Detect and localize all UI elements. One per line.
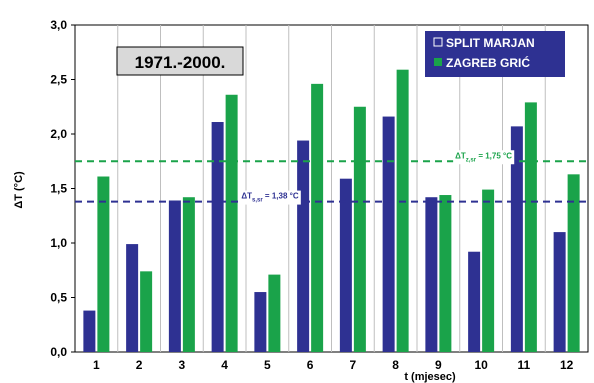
bar-split-month-10 — [468, 251, 481, 352]
x-tick-label: 12 — [560, 358, 574, 372]
x-tick-label: 8 — [392, 358, 399, 372]
legend-label-split: SPLIT MARJAN — [446, 36, 535, 50]
legend-swatch-split — [433, 37, 443, 47]
bars — [83, 69, 580, 353]
reference-label-2: ΔTz,sr = 1,75 °C — [455, 151, 512, 163]
reference-label-value: = 1,75 °C — [476, 151, 512, 160]
legend-swatch-zagreb — [434, 58, 442, 66]
period-box-background — [116, 46, 244, 76]
axes: 0,00,51,01,52,02,53,01 2 3 4 5 6 7 8 9 10 11 12 — [50, 18, 573, 372]
bar-split-month-2 — [126, 244, 139, 352]
reference-label-subscript: s,sr — [252, 198, 263, 204]
bar-zagreb-month-12 — [567, 174, 580, 352]
grid — [117, 25, 546, 352]
bar-zagreb-month-10 — [482, 189, 495, 352]
bar-zagreb-month-5 — [268, 274, 281, 352]
bar-zagreb-month-3 — [182, 197, 195, 352]
y-tick-label: 2,5 — [50, 73, 67, 87]
bar-split-month-8 — [382, 116, 395, 352]
bar-split-month-9 — [425, 197, 438, 352]
legend-background — [425, 31, 565, 77]
x-tick-label: 3 — [179, 358, 186, 372]
bar-zagreb-month-8 — [396, 69, 409, 352]
bar-zagreb-month-11 — [524, 102, 537, 352]
bar-split-month-11 — [510, 126, 523, 353]
x-tick-label: 5 — [264, 358, 271, 372]
y-tick-label: 0,0 — [50, 345, 67, 359]
bar-split-month-5 — [254, 292, 267, 352]
y-tick-label: 0,5 — [50, 291, 67, 305]
bar-split-month-6 — [297, 140, 310, 352]
bar-split-month-12 — [553, 232, 566, 352]
bar-zagreb-month-9 — [439, 195, 452, 352]
reference-label-subscript: z,sr — [466, 157, 477, 163]
reference-label-symbol: ΔT — [241, 192, 252, 201]
x-tick-label: 4 — [221, 358, 228, 372]
bar-split-month-7 — [339, 178, 352, 352]
bar-zagreb-month-1 — [97, 176, 110, 352]
bar-zagreb-month-2 — [140, 271, 153, 352]
bar-zagreb-month-4 — [225, 94, 238, 352]
x-tick-label: 10 — [474, 358, 488, 372]
reference-label-background — [453, 150, 515, 165]
x-tick-label: 11 — [518, 358, 531, 372]
legend-label-zagreb: ZAGREB GRIĆ — [446, 55, 530, 70]
period-label: 1971.-2000. — [135, 53, 226, 72]
bar-zagreb-month-6 — [311, 83, 324, 353]
x-tick-label: 7 — [350, 358, 357, 372]
bar-zagreb-month-7 — [353, 106, 366, 352]
y-axis-label: ΔT (°C) — [13, 171, 25, 209]
legend: SPLIT MARJAN ZAGREB GRIĆ — [425, 31, 565, 77]
y-tick-label: 3,0 — [50, 18, 67, 32]
reference-label-symbol: ΔT — [455, 151, 466, 160]
period-box: 1971.-2000. — [116, 46, 244, 76]
y-tick-label: 1,0 — [50, 236, 67, 250]
reference-label-background — [239, 190, 301, 205]
reference-label-value: = 1,38 °C — [263, 192, 299, 201]
x-tick-label: 2 — [136, 358, 143, 372]
reference-label-1: ΔTs,sr = 1,38 °C — [241, 192, 298, 204]
x-tick-label: 1 — [93, 358, 100, 372]
y-tick-label: 1,5 — [50, 182, 67, 196]
bar-split-month-1 — [83, 310, 96, 352]
y-tick-label: 2,0 — [50, 127, 67, 141]
bar-split-month-3 — [168, 200, 181, 352]
x-tick-label: 9 — [435, 358, 442, 372]
x-axis-label: t (mjesec) — [404, 371, 456, 383]
bar-split-month-4 — [211, 122, 224, 352]
x-tick-label: 6 — [307, 358, 314, 372]
